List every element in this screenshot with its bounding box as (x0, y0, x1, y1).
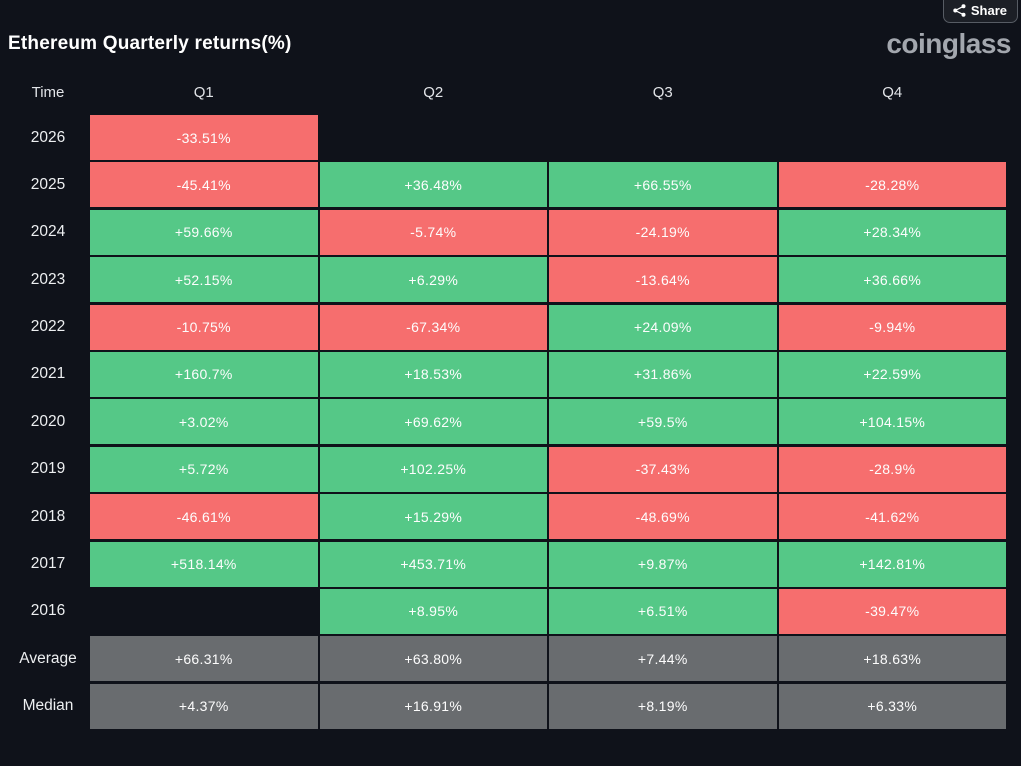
return-cell: -48.69% (549, 494, 777, 540)
topbar: Ethereum Quarterly returns(%) coinglass (0, 0, 1021, 58)
return-cell: +9.87% (549, 541, 777, 587)
return-cell: +3.02% (90, 399, 318, 445)
row-label: 2019 (30, 460, 66, 478)
table-header-row: Time Q1 Q2 Q3 Q4 (0, 80, 1021, 105)
row-label: 2016 (30, 602, 66, 620)
return-cell: +4.37% (90, 683, 318, 729)
return-cell: +8.95% (319, 588, 547, 634)
return-cell: +15.29% (319, 494, 547, 540)
return-cell: +160.7% (90, 351, 318, 397)
return-cell: +518.14% (90, 541, 318, 587)
return-cell: +7.44% (549, 636, 777, 682)
share-button-label: Share (970, 3, 1007, 18)
return-cell: +22.59% (778, 351, 1006, 397)
return-cell: -10.75% (90, 304, 318, 350)
return-cell: -5.74% (319, 209, 547, 255)
empty-cell (90, 589, 318, 634)
return-cell: +66.55% (549, 162, 777, 208)
return-cell: +24.09% (549, 304, 777, 350)
return-cell: +36.66% (778, 257, 1006, 303)
row-label: Median (22, 697, 74, 715)
return-cell: +6.29% (319, 257, 547, 303)
return-cell: -46.61% (90, 494, 318, 540)
return-cell: -39.47% (778, 588, 1006, 634)
return-cell: -45.41% (90, 162, 318, 208)
return-cell: +104.15% (778, 399, 1006, 445)
return-cell: +18.53% (319, 351, 547, 397)
return-cell: +63.80% (319, 636, 547, 682)
return-cell: +59.5% (549, 399, 777, 445)
empty-cell (779, 115, 1007, 160)
returns-table: 2026 -33.51% 2025 -45.41% +36.48% +66.55% -28.… (0, 115, 1021, 729)
return-cell: +69.62% (319, 399, 547, 445)
return-cell: +18.63% (778, 636, 1006, 682)
quarter-header-q4: Q4 (882, 84, 903, 101)
return-cell: +16.91% (319, 683, 547, 729)
coinglass-logo: coinglass (886, 28, 1011, 59)
return-cell: +142.81% (778, 541, 1006, 587)
row-label: Average (19, 649, 77, 667)
share-icon (953, 4, 966, 18)
quarter-header-q3: Q3 (652, 84, 673, 101)
return-cell: -33.51% (90, 115, 318, 160)
share-button[interactable]: Share (942, 0, 1018, 23)
row-label: 2025 (30, 175, 66, 193)
row-label: 2018 (30, 507, 66, 525)
return-cell: -24.19% (549, 209, 777, 255)
return-cell: +66.31% (90, 636, 318, 682)
return-cell: +453.71% (319, 541, 547, 587)
return-cell: -28.9% (778, 446, 1006, 492)
return-cell: +6.33% (778, 683, 1006, 729)
row-label: 2021 (30, 365, 66, 383)
row-label: 2026 (30, 128, 66, 146)
empty-cell (549, 115, 777, 160)
return-cell: +52.15% (90, 257, 318, 303)
row-label: 2023 (30, 270, 66, 288)
row-label: 2022 (30, 318, 66, 336)
return-cell: +36.48% (319, 162, 547, 208)
quarter-header-q2: Q2 (423, 84, 444, 101)
time-header: Time (31, 84, 65, 101)
return-cell: +28.34% (778, 209, 1006, 255)
return-cell: -9.94% (778, 304, 1006, 350)
row-label: 2024 (30, 223, 66, 241)
return-cell: +8.19% (549, 683, 777, 729)
return-cell: +59.66% (90, 209, 318, 255)
empty-cell (320, 115, 548, 160)
return-cell: -13.64% (549, 257, 777, 303)
row-label: 2020 (30, 412, 66, 430)
return-cell: +102.25% (319, 446, 547, 492)
return-cell: -37.43% (549, 446, 777, 492)
return-cell: -41.62% (778, 494, 1006, 540)
quarter-header-q1: Q1 (193, 84, 214, 101)
return-cell: -28.28% (778, 162, 1006, 208)
return-cell: +31.86% (549, 351, 777, 397)
page-title: Ethereum Quarterly returns(%) (8, 33, 292, 54)
row-label: 2017 (30, 555, 66, 573)
return-cell: +6.51% (549, 588, 777, 634)
return-cell: -67.34% (319, 304, 547, 350)
return-cell: +5.72% (90, 446, 318, 492)
